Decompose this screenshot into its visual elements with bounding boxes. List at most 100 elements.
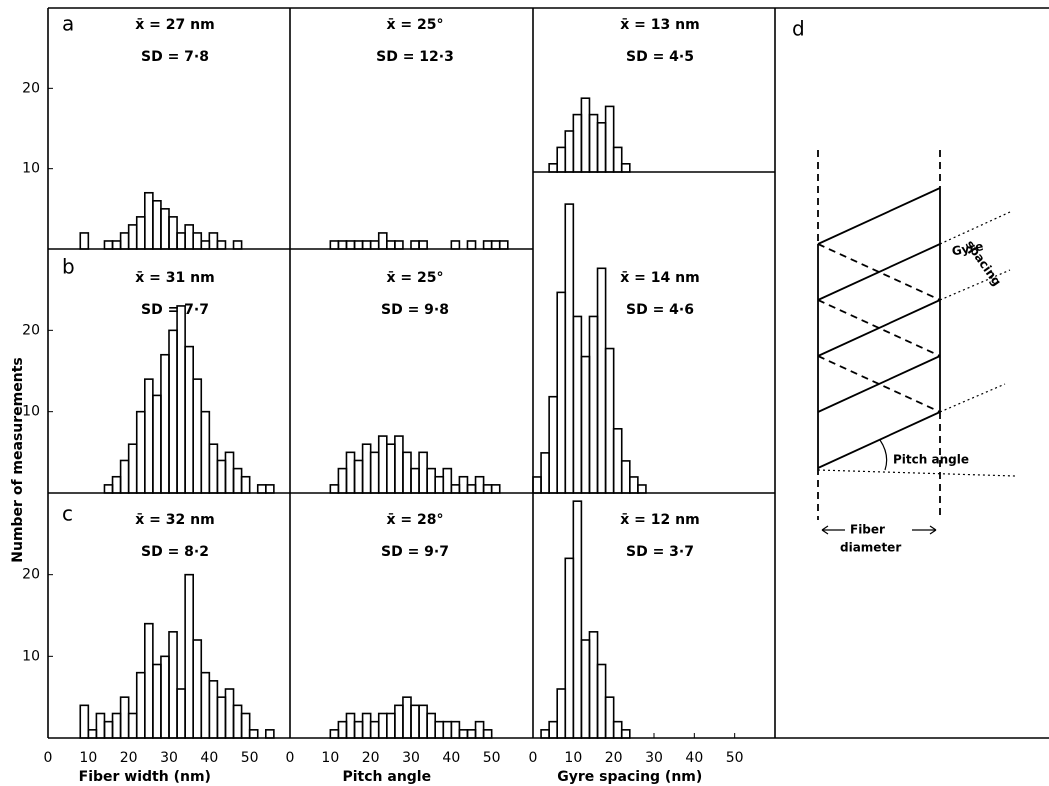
- bar: [588, 631, 599, 739]
- y-tick-label: 10: [22, 648, 40, 664]
- bar: [119, 232, 130, 250]
- bar: [192, 378, 203, 494]
- bar: [418, 451, 428, 494]
- bar: [418, 704, 428, 739]
- bar: [168, 631, 178, 739]
- bar: [135, 410, 146, 494]
- bar: [361, 240, 372, 250]
- x-tick-label: 10: [564, 750, 582, 766]
- bar: [329, 484, 340, 494]
- bar: [410, 704, 420, 739]
- bar: [208, 443, 219, 494]
- bar: [192, 639, 203, 739]
- x-tick-label: 30: [402, 750, 420, 766]
- guide: [817, 469, 1016, 477]
- stat-annotation: SD = 4·5: [626, 49, 694, 65]
- bar: [402, 696, 412, 739]
- bar: [572, 500, 583, 739]
- bar: [87, 729, 98, 739]
- bar: [385, 712, 396, 739]
- gyre-label: spacing: [963, 238, 1004, 289]
- bar: [224, 451, 235, 494]
- bar: [152, 200, 162, 250]
- gyre: [817, 299, 941, 357]
- bar: [548, 720, 559, 739]
- bar: [466, 484, 477, 494]
- bar: [184, 224, 194, 250]
- bar: [564, 557, 575, 739]
- bar: [385, 240, 396, 250]
- bar: [450, 240, 461, 250]
- stat-annotation: SD = 7·8: [141, 49, 209, 65]
- bar: [377, 712, 388, 739]
- bar: [458, 475, 469, 494]
- bar: [264, 484, 275, 494]
- bar: [103, 720, 114, 739]
- x-tick-label: 40: [685, 750, 703, 766]
- bar: [144, 191, 154, 250]
- bar: [119, 696, 130, 739]
- bar: [176, 305, 186, 494]
- bar: [353, 720, 364, 739]
- bar: [482, 729, 493, 739]
- bar: [482, 240, 493, 250]
- x-tick-label: 30: [160, 750, 178, 766]
- bar: [556, 291, 567, 494]
- bar: [426, 712, 436, 739]
- bar: [329, 729, 340, 739]
- bar: [144, 622, 154, 739]
- bar: [160, 655, 170, 739]
- bar: [580, 97, 591, 173]
- x-axis-label: Gyre spacing (nm): [557, 769, 702, 785]
- bar: [442, 467, 453, 494]
- helix-diagram: d Gyre spacing Pitch angle Fiber diamete…: [792, 17, 1016, 555]
- stat-annotation: x̄ = 25°: [387, 17, 444, 33]
- bar: [200, 671, 211, 739]
- bar: [184, 573, 194, 739]
- bar: [103, 484, 114, 494]
- bar: [240, 475, 251, 494]
- diameter-label: Fiber: [850, 523, 885, 537]
- bar: [79, 704, 90, 739]
- bar: [620, 460, 631, 494]
- x-tick-label: 0: [286, 750, 295, 766]
- bar: [588, 315, 599, 494]
- bar: [564, 203, 575, 494]
- bar: [466, 729, 477, 739]
- bar: [337, 240, 348, 250]
- bar: [337, 720, 348, 739]
- stat-annotation: SD = 4·6: [626, 302, 694, 318]
- bar: [256, 484, 267, 494]
- bar: [612, 720, 623, 739]
- bar: [532, 476, 542, 494]
- x-tick-label: 50: [726, 750, 744, 766]
- bar: [580, 639, 591, 739]
- bar: [160, 353, 170, 494]
- stat-annotation: x̄ = 31 nm: [135, 270, 214, 286]
- bar: [192, 232, 203, 250]
- panel-label: d: [792, 17, 805, 41]
- bar: [337, 467, 348, 494]
- bar: [216, 459, 227, 494]
- bar: [620, 729, 631, 739]
- bar: [588, 113, 599, 173]
- bar: [410, 240, 420, 250]
- x-tick-label: 30: [645, 750, 663, 766]
- bar: [410, 467, 420, 494]
- bar: [353, 240, 364, 250]
- bar: [119, 459, 130, 494]
- stat-annotation: SD = 8·2: [141, 544, 209, 560]
- bar: [426, 467, 436, 494]
- bar: [361, 443, 372, 494]
- bar: [144, 378, 154, 494]
- bar: [135, 671, 146, 739]
- gyre-label: Gyre: [951, 239, 985, 258]
- stat-annotation: x̄ = 25°: [387, 270, 444, 286]
- gyre: [817, 411, 941, 469]
- guide: [939, 383, 1006, 413]
- bar: [482, 484, 493, 494]
- bar: [369, 451, 380, 494]
- bar: [628, 476, 639, 494]
- bar: [434, 720, 445, 739]
